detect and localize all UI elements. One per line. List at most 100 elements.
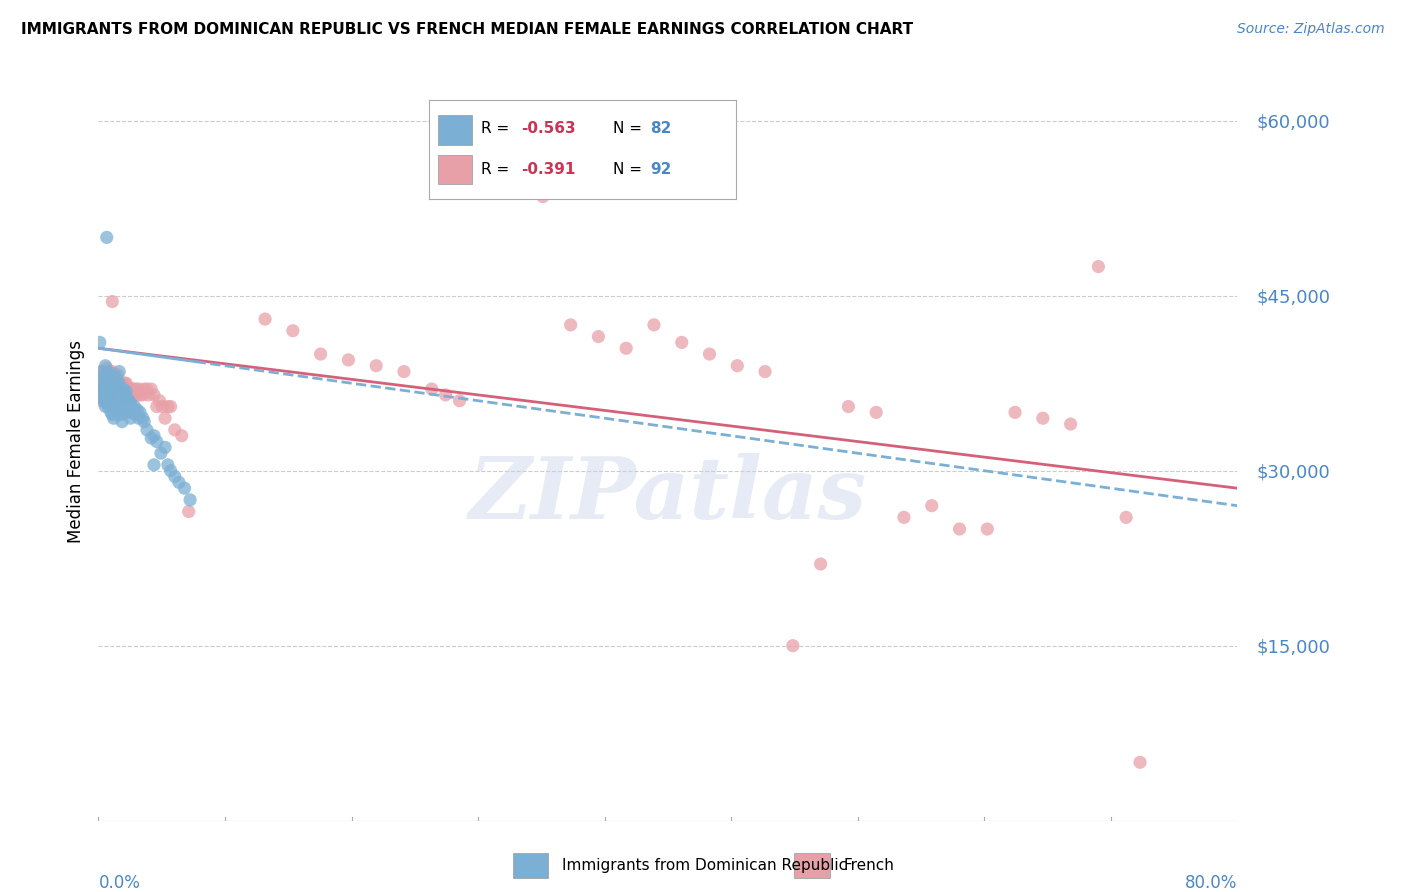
Point — [124, 388, 146, 402]
Point — [153, 411, 176, 425]
Point — [89, 335, 111, 350]
Point — [97, 376, 120, 391]
Point — [96, 370, 118, 384]
Point — [434, 388, 457, 402]
Point — [89, 376, 111, 391]
Point — [101, 365, 124, 379]
Point — [112, 382, 135, 396]
Point — [91, 365, 114, 379]
Point — [143, 458, 166, 472]
Point — [156, 458, 179, 472]
Point — [97, 392, 120, 406]
Point — [153, 441, 176, 455]
Point — [150, 400, 173, 414]
Point — [96, 230, 118, 244]
Text: 80.0%: 80.0% — [1185, 874, 1237, 892]
Point — [117, 400, 139, 414]
Point — [98, 376, 121, 391]
Point — [108, 376, 131, 391]
Point — [173, 481, 195, 495]
Point — [108, 376, 131, 391]
Point — [101, 400, 124, 414]
Point — [107, 392, 129, 406]
Point — [449, 393, 471, 408]
Point — [112, 405, 135, 419]
Text: French: French — [844, 858, 894, 872]
Text: IMMIGRANTS FROM DOMINICAN REPUBLIC VS FRENCH MEDIAN FEMALE EARNINGS CORRELATION : IMMIGRANTS FROM DOMINICAN REPUBLIC VS FR… — [21, 22, 914, 37]
Point — [163, 469, 186, 483]
Point — [132, 411, 155, 425]
Point — [118, 382, 141, 396]
Point — [105, 370, 128, 384]
Point — [104, 373, 127, 387]
Point — [101, 382, 124, 396]
Point — [105, 380, 128, 394]
Point — [148, 393, 170, 408]
Point — [101, 370, 124, 384]
Point — [643, 318, 665, 332]
Point — [392, 365, 415, 379]
Point — [103, 384, 125, 399]
Point — [94, 376, 117, 391]
Point — [96, 382, 118, 396]
Point — [118, 405, 141, 419]
Point — [121, 400, 143, 414]
Point — [93, 376, 115, 391]
Point — [93, 382, 115, 396]
Point — [114, 382, 136, 396]
Point — [100, 373, 122, 387]
Point — [120, 411, 142, 425]
Point — [101, 376, 124, 391]
Point — [170, 428, 193, 442]
Point — [107, 376, 129, 391]
Point — [254, 312, 277, 326]
Point — [163, 423, 186, 437]
Point — [122, 382, 145, 396]
Point — [420, 382, 443, 396]
Point — [976, 522, 998, 536]
Point — [1004, 405, 1026, 419]
Point — [531, 189, 554, 203]
Point — [503, 154, 526, 169]
Point — [782, 639, 804, 653]
Point — [105, 396, 128, 410]
Point — [107, 382, 129, 396]
Point — [103, 382, 125, 396]
Point — [100, 388, 122, 402]
Point — [104, 382, 127, 396]
Point — [115, 403, 138, 417]
Point — [115, 384, 138, 399]
Point — [97, 400, 120, 414]
Bar — [794, 853, 830, 878]
Text: Source: ZipAtlas.com: Source: ZipAtlas.com — [1237, 22, 1385, 37]
Point — [167, 475, 190, 490]
Point — [115, 376, 138, 391]
Point — [138, 388, 160, 402]
Point — [101, 408, 124, 422]
Point — [108, 393, 131, 408]
Point — [110, 400, 132, 414]
Point — [111, 415, 134, 429]
Point — [129, 388, 152, 402]
Point — [111, 384, 134, 399]
Point — [90, 393, 112, 408]
Point — [108, 403, 131, 417]
Point — [100, 405, 122, 419]
Point — [143, 428, 166, 442]
Point — [96, 361, 118, 376]
Point — [100, 380, 122, 394]
Point — [132, 388, 155, 402]
Point — [754, 365, 776, 379]
Point — [114, 400, 136, 414]
Point — [337, 352, 360, 367]
Point — [281, 324, 304, 338]
Point — [93, 393, 115, 408]
Point — [177, 504, 200, 518]
Point — [110, 408, 132, 422]
Point — [671, 335, 693, 350]
Point — [122, 405, 145, 419]
Point — [127, 403, 149, 417]
Point — [104, 368, 127, 382]
Point — [97, 393, 120, 408]
Point — [560, 318, 582, 332]
